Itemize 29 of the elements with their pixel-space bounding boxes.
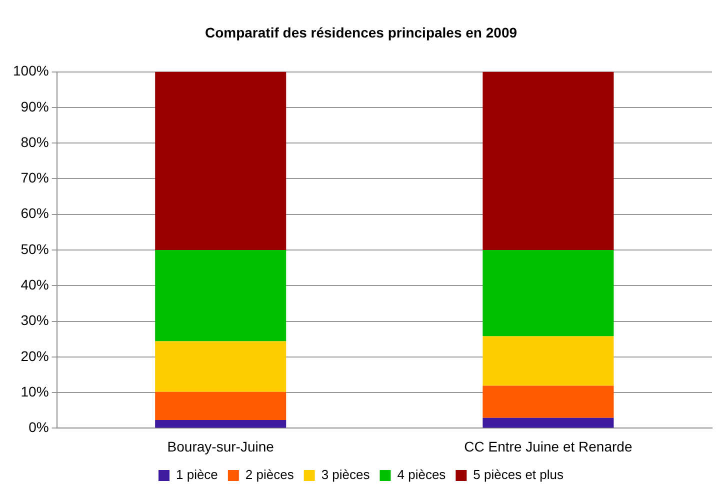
y-tick-label: 50% <box>20 240 49 257</box>
bar <box>155 72 286 250</box>
bar <box>482 336 614 386</box>
y-tick-label: 40% <box>20 276 49 292</box>
bar <box>155 341 286 392</box>
legend-label: 3 pièces <box>321 467 370 482</box>
y-tick-label: 0% <box>28 419 49 436</box>
legend-label: 2 pièces <box>245 467 294 482</box>
legend-label: 4 pièces <box>397 467 446 482</box>
bar <box>482 72 614 250</box>
y-tick-label: 80% <box>20 134 49 150</box>
bar <box>155 420 286 428</box>
x-tick-label: Bouray-sur-Juine <box>167 438 274 454</box>
x-tick-label: CC Entre Juine et Renarde <box>464 438 632 454</box>
chart-title: Comparatif des résidences principales en 2009 <box>204 24 518 40</box>
y-tick-label: 20% <box>20 348 49 364</box>
legend-label: 5 pièces et plus <box>473 467 564 482</box>
legend-label: 1 pièce <box>176 467 218 482</box>
bar <box>482 386 614 418</box>
y-tick-label: 10% <box>20 383 49 400</box>
y-tick-label: 30% <box>20 312 49 328</box>
bar <box>155 392 286 420</box>
y-tick-label: 60% <box>20 205 49 222</box>
bar <box>482 418 614 428</box>
bar <box>482 250 614 336</box>
y-tick-label: 90% <box>20 98 49 114</box>
y-tick-label: 70% <box>20 170 49 186</box>
bar <box>155 250 286 342</box>
y-tick-label: 100% <box>12 62 49 79</box>
